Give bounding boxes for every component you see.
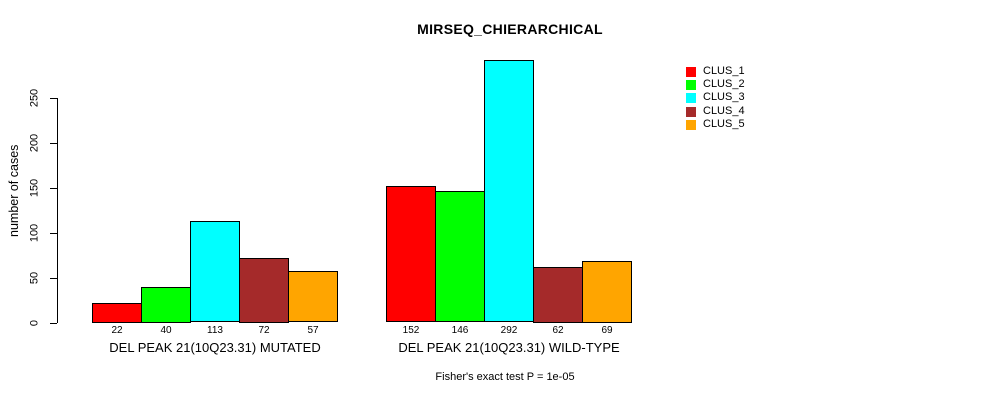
y-axis-tick: [50, 188, 57, 189]
group-label: DEL PEAK 21(10Q23.31) WILD-TYPE: [398, 340, 620, 355]
bar-clus_2: [435, 191, 485, 322]
bar-value-label: 57: [307, 325, 319, 336]
y-axis-line: [57, 98, 58, 323]
y-axis-tick: [50, 233, 57, 234]
y-axis-tick-label: 100: [28, 223, 41, 243]
legend-label: CLUS_5: [703, 118, 745, 130]
legend-swatch-clus_3: [686, 92, 696, 103]
y-axis-tick-label: 0: [28, 319, 41, 327]
y-axis-label: number of cases: [7, 144, 21, 237]
legend-label: CLUS_3: [703, 91, 745, 103]
legend-item-clus_5: CLUS_5: [686, 119, 745, 130]
legend-item-clus_4: CLUS_4: [686, 106, 745, 117]
y-axis-tick: [50, 98, 57, 99]
bar-value-label: 69: [601, 325, 613, 336]
legend-swatch-clus_5: [686, 119, 696, 130]
bar-value-label: 72: [258, 325, 270, 336]
bar-value-label: 22: [111, 325, 123, 336]
y-axis-tick-label: 250: [28, 88, 41, 108]
legend-label: CLUS_1: [703, 65, 745, 77]
chart-title: MIRSEQ_CHIERARCHICAL: [417, 21, 603, 37]
bar-clus_3: [484, 60, 534, 322]
y-axis-tick-label: 50: [28, 271, 41, 285]
y-axis-tick-label: 150: [28, 178, 41, 198]
bar-clus_3: [190, 221, 240, 322]
y-axis-tick: [50, 143, 57, 144]
legend-swatch-clus_4: [686, 106, 696, 117]
bar-clus_4: [533, 267, 583, 323]
group-label: DEL PEAK 21(10Q23.31) MUTATED: [109, 340, 321, 355]
y-axis-tick-label: 200: [28, 133, 41, 153]
bar-clus_5: [288, 271, 338, 322]
bar-value-label: 292: [500, 325, 518, 336]
y-axis-tick: [50, 323, 57, 324]
fisher-test-annotation: Fisher's exact test P = 1e-05: [435, 371, 575, 383]
legend-swatch-clus_2: [686, 79, 696, 90]
y-axis-tick: [50, 278, 57, 279]
bar-value-label: 40: [160, 325, 172, 336]
bar-value-label: 62: [552, 325, 564, 336]
bar-value-label: 113: [207, 325, 223, 336]
bar-clus_1: [386, 186, 436, 322]
bar-clus_1: [92, 303, 142, 323]
bar-clus_5: [582, 261, 632, 323]
legend-label: CLUS_4: [703, 105, 745, 117]
legend-item-clus_1: CLUS_1: [686, 66, 745, 77]
bar-clus_4: [239, 258, 289, 323]
bar-value-label: 146: [451, 325, 469, 336]
legend-label: CLUS_2: [703, 78, 745, 90]
bar-clus_2: [141, 287, 191, 323]
legend-item-clus_3: CLUS_3: [686, 92, 745, 103]
legend-swatch-clus_1: [686, 66, 696, 77]
bar-value-label: 152: [402, 325, 420, 336]
legend-item-clus_2: CLUS_2: [686, 79, 745, 90]
